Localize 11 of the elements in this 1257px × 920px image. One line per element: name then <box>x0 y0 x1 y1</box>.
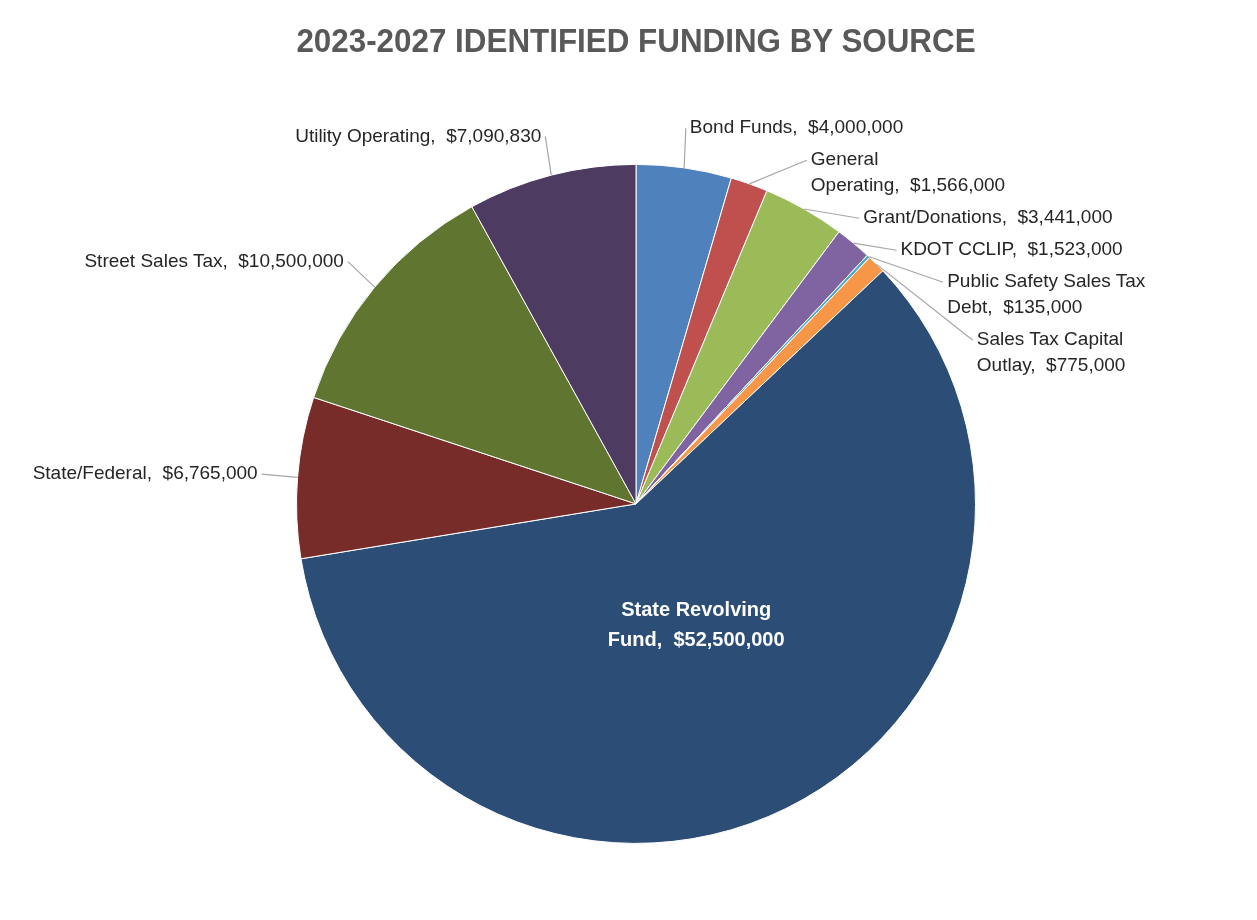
slice-label: KDOT CCLIP, $1,523,000 <box>900 238 1123 260</box>
slice-label: Grant/Donations, $3,441,000 <box>863 206 1113 228</box>
slice-label: Bond Funds, $4,000,000 <box>689 116 904 138</box>
slice-label: Utility Operating, $7,090,830 <box>295 124 542 146</box>
slice-label: General Operating, $1,566,000 <box>810 148 1006 196</box>
slice-label: Sales Tax Capital Outlay, $775,000 <box>976 328 1126 376</box>
slice-label: Public Safety Sales Tax Debt, $135,000 <box>947 270 1146 318</box>
slice-label: Street Sales Tax, $10,500,000 <box>84 249 344 271</box>
slice-label: State Revolving Fund, $52,500,000 <box>607 598 785 651</box>
chart-title: 2023-2027 IDENTIFIED FUNDING BY SOURCE <box>296 20 976 60</box>
slice-label: State/Federal, $6,765,000 <box>32 462 258 484</box>
